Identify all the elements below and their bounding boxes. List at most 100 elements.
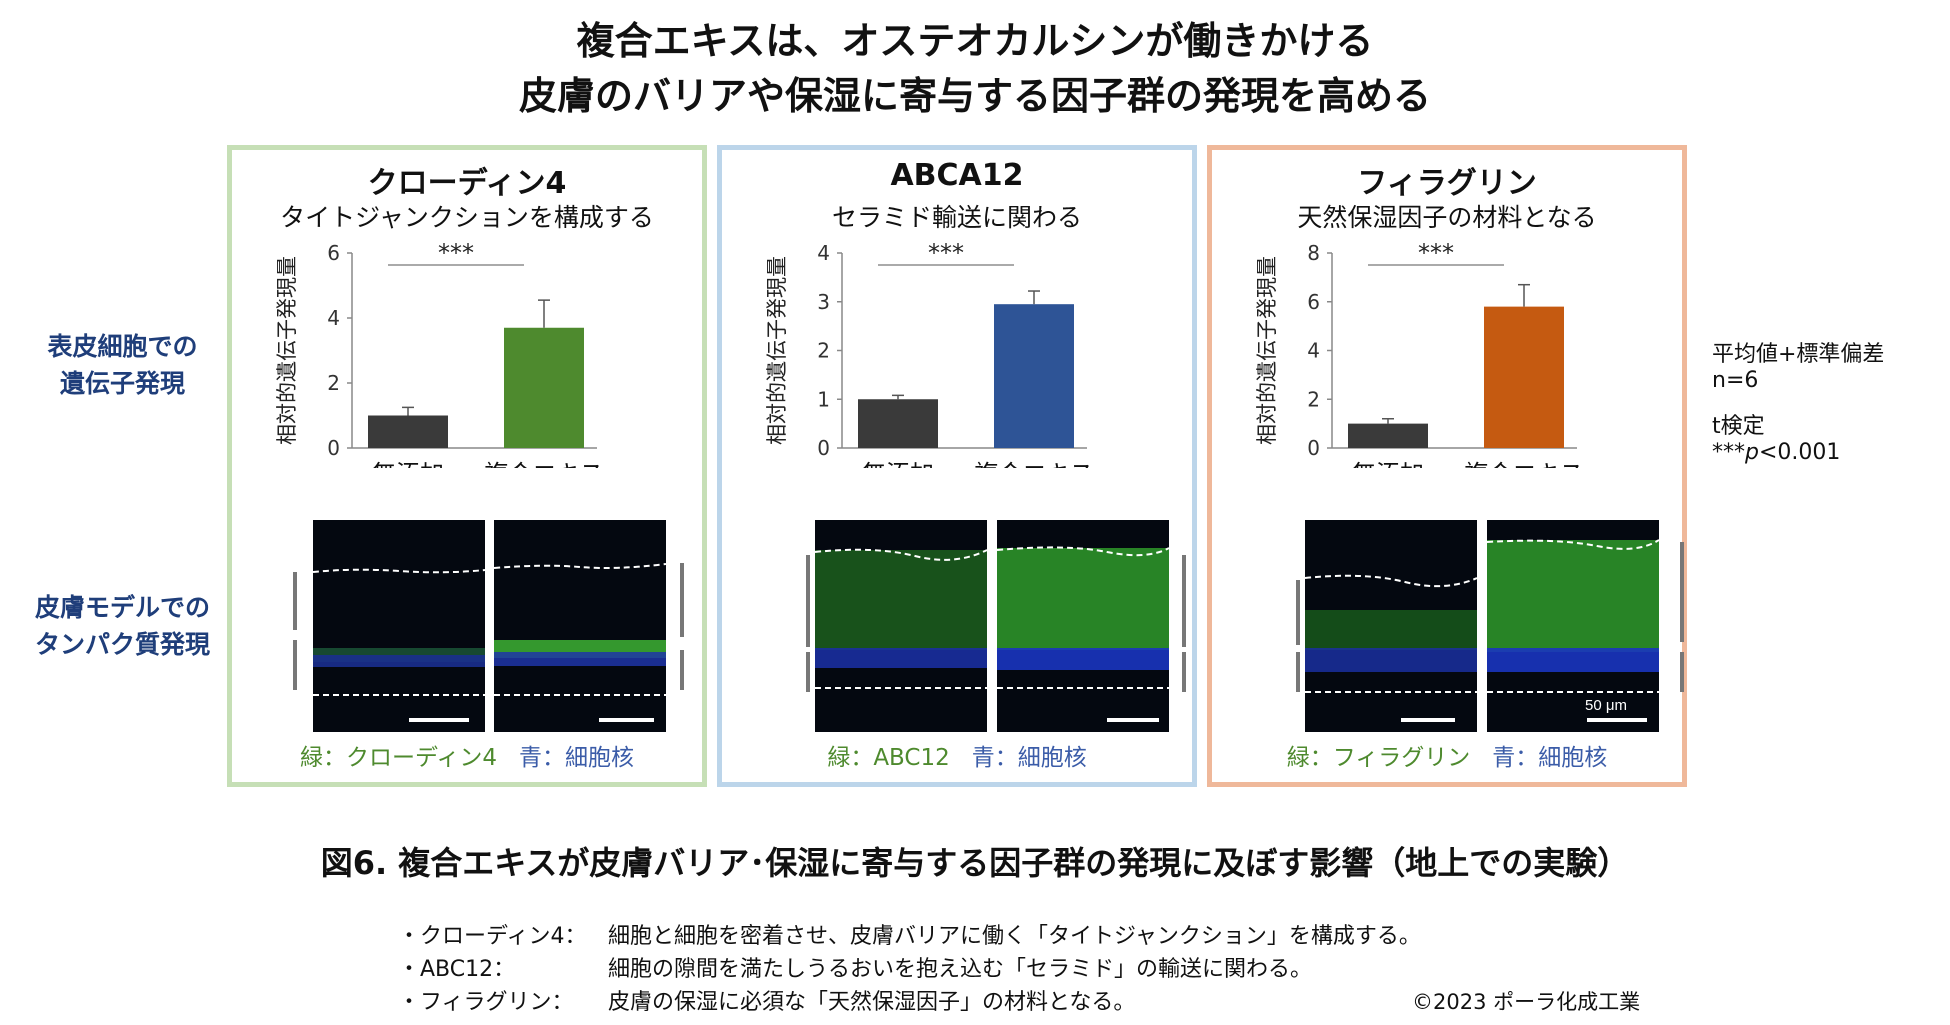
title-line-2: 皮膚のバリアや保湿に寄与する因子群の発現を高める	[518, 74, 1431, 118]
figure-caption: 図6. 複合エキスが皮膚バリア･保湿に寄与する因子群の発現に及ぼす影響（地上での…	[320, 844, 1630, 882]
row-label-protein: 皮膚モデルでの タンパク質発現	[0, 589, 245, 663]
micrograph-extract-image	[997, 546, 1169, 722]
y-tick-label: 4	[817, 241, 830, 265]
bar-chart-claudin4: 相対的遺伝子発現量 0 2 4 6 無添加 複合エキス ***	[275, 239, 604, 468]
caption-blue: 青：細胞核	[1492, 745, 1608, 771]
layer-bracket	[1296, 652, 1300, 692]
y-tick-label: 6	[327, 241, 340, 265]
caption-green: 緑：ABC12	[827, 745, 950, 771]
note-pvalue-threshold: <0.001	[1758, 440, 1841, 465]
layer-bracket	[1680, 652, 1684, 692]
layer-bracket	[1680, 542, 1684, 642]
note-pvalue-stars: ***	[1712, 440, 1745, 465]
x-category-label: 無添加	[862, 460, 934, 468]
bar	[858, 399, 938, 448]
micrograph-caption: 緑：ABC12 青：細胞核	[722, 738, 1192, 772]
caption-blue: 青：細胞核	[971, 745, 1087, 771]
layer-bracket	[806, 555, 810, 647]
bar-chart-filaggrin: 相対的遺伝子発現量 0 2 4 6 8 無添加 複合エキス ***	[1255, 239, 1584, 468]
note-mean-sd: 平均値+標準偏差	[1712, 342, 1885, 367]
y-tick-label: 2	[1307, 387, 1320, 411]
y-tick-label: 2	[817, 339, 830, 363]
significance-marker: ***	[1418, 239, 1454, 267]
significance-marker: ***	[438, 239, 474, 267]
panel-title: クローディン4	[367, 166, 567, 201]
panel-title: ABCA12	[890, 158, 1024, 193]
note-pvalue-p: p	[1745, 440, 1759, 465]
y-axis-label: 相対的遺伝子発現量	[275, 256, 299, 445]
y-axis-label: 相対的遺伝子発現量	[765, 256, 789, 445]
layer-bracket	[1182, 652, 1186, 692]
caption-blue: 青：細胞核	[518, 745, 634, 771]
y-tick-label: 3	[817, 290, 830, 314]
panel-abca12: ABCA12 セラミド輸送に関わる 相対的遺伝子発現量 0 1 2 3 4 無添加 複合エキス…	[717, 145, 1197, 787]
y-tick-label: 4	[1307, 339, 1320, 363]
x-category-label: 無添加	[1352, 460, 1424, 468]
micrograph-control	[313, 520, 485, 732]
micrograph-control-image	[1305, 574, 1477, 722]
y-tick-label: 0	[817, 436, 830, 460]
layer-bracket	[1182, 555, 1186, 647]
layer-bracket	[1296, 580, 1300, 645]
layer-bracket	[680, 650, 684, 690]
micrograph-extract	[494, 520, 666, 732]
title-line-1: 複合エキスは、オステオカルシンが働きかける	[576, 19, 1374, 63]
y-axis-label: 相対的遺伝子発現量	[1255, 256, 1279, 445]
definition-term: ・ABC12：	[398, 957, 516, 982]
x-category-label: 無添加	[372, 460, 444, 468]
micrograph-caption: 緑：フィラグリン 青：細胞核	[1212, 738, 1682, 772]
layer-bracket	[293, 640, 297, 690]
copyright: ©2023 ポーラ化成工業	[1412, 990, 1641, 1014]
layer-bracket	[680, 563, 684, 637]
panel-subtitle: タイトジャンクションを構成する	[280, 203, 654, 232]
layer-bracket	[806, 652, 810, 692]
scale-bar-label: 50 μm	[1585, 697, 1627, 714]
row-label-gene-line2: 遺伝子発現	[59, 369, 185, 398]
bar-chart-abca12: 相対的遺伝子発現量 0 1 2 3 4 無添加 複合エキス ***	[765, 239, 1094, 468]
definition-term: ・フィラグリン：	[398, 990, 574, 1015]
layer-bracket	[293, 572, 297, 630]
bar	[1348, 423, 1428, 448]
y-tick-label: 2	[327, 371, 340, 395]
bar	[994, 304, 1074, 448]
note-pvalue: ***p<0.001	[1712, 440, 1840, 465]
micrograph-control-image	[313, 568, 485, 722]
micrograph-extract-image: 50 μm	[1487, 539, 1659, 722]
x-category-label: 複合エキス	[974, 460, 1093, 468]
panel-title: フィラグリン	[1357, 166, 1537, 201]
micrograph-control	[815, 520, 987, 732]
bar	[1484, 306, 1564, 448]
caption-green: 緑：フィラグリン	[1286, 745, 1471, 771]
micrograph-extract: 50 μm	[1487, 520, 1659, 732]
definition-term: ・クローディン4：	[398, 924, 587, 949]
micrograph-extract	[997, 520, 1169, 732]
bar	[504, 327, 584, 448]
bar	[368, 415, 448, 448]
y-tick-label: 0	[327, 436, 340, 460]
micrograph-control	[1305, 520, 1477, 732]
y-tick-label: 6	[1307, 290, 1320, 314]
significance-marker: ***	[928, 239, 964, 267]
y-tick-label: 0	[1307, 436, 1320, 460]
note-n: n=6	[1712, 368, 1759, 393]
panel-subtitle: セラミド輸送に関わる	[831, 203, 1082, 232]
y-tick-label: 8	[1307, 241, 1320, 265]
micrograph-extract-image	[494, 563, 666, 722]
panel-filaggrin: フィラグリン 天然保湿因子の材料となる 相対的遺伝子発現量 0 2 4 6 8 無添加 複合エ…	[1207, 145, 1687, 787]
figure-title: 複合エキスは、オステオカルシンが働きかける 皮膚のバリアや保湿に寄与する因子群の…	[0, 14, 1950, 124]
definition-desc: 細胞の隙間を満たしうるおいを抱え込む「セラミド」の輸送に関わる。	[608, 957, 1313, 982]
y-tick-label: 4	[327, 306, 340, 330]
row-label-gene-line1: 表皮細胞での	[47, 332, 198, 361]
row-label-protein-line1: 皮膚モデルでの	[34, 593, 210, 622]
panel-claudin4: クローディン4 タイトジャンクションを構成する 相対的遺伝子発現量 0 2 4 6 無添加…	[227, 145, 707, 787]
micrograph-caption: 緑：クローディン4 青：細胞核	[232, 738, 702, 772]
row-label-protein-line2: タンパク質発現	[34, 630, 210, 659]
x-category-label: 複合エキス	[484, 460, 603, 468]
panel-subtitle: 天然保湿因子の材料となる	[1297, 203, 1597, 232]
y-tick-label: 1	[817, 387, 830, 411]
note-ttest: t検定	[1712, 414, 1765, 439]
definition-desc: 細胞と細胞を密着させ、皮膚バリアに働く「タイトジャンクション」を構成する。	[608, 924, 1421, 949]
x-category-label: 複合エキス	[1464, 460, 1583, 468]
micrograph-control-image	[815, 548, 987, 689]
definition-desc: 皮膚の保湿に必須な「天然保湿因子」の材料となる。	[608, 990, 1136, 1015]
